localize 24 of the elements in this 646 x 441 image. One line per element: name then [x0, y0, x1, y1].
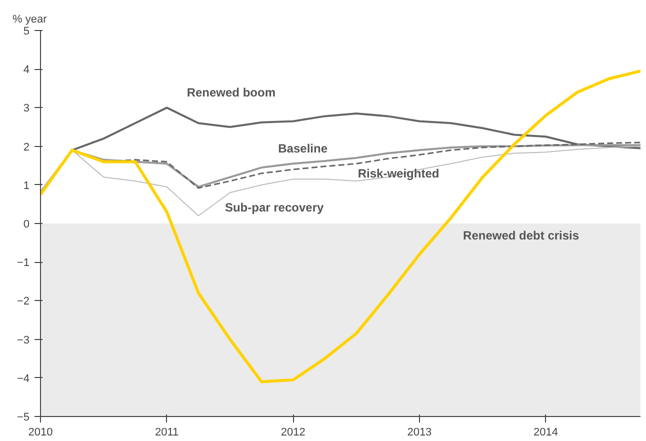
line-series [40, 70, 640, 384]
series-label: Risk-weighted [358, 166, 440, 181]
y-tick-label: 5 [23, 26, 30, 38]
x-tick-label: 2014 [534, 426, 558, 438]
y-tick-label: −3 [16, 334, 30, 346]
y-tick-label: −2 [16, 296, 30, 308]
x-tick-label: 2013 [407, 426, 432, 438]
series-label: Renewed boom [186, 86, 276, 100]
y-tick-label: −1 [16, 257, 30, 270]
y-tick-label: 4 [23, 64, 30, 76]
y-tick-label: −5 [16, 412, 30, 424]
y-tick-label: 2 [23, 141, 30, 154]
series-label: Renewed debt crisis [463, 228, 580, 243]
x-tick-label: 2012 [280, 426, 306, 438]
y-tick-label: 1 [23, 180, 30, 192]
series-label: Sub-par recovery [224, 200, 324, 215]
y-tick-label: 3 [23, 102, 30, 115]
y-axis-title: % year [12, 14, 48, 26]
x-tick-label: 2010 [28, 426, 53, 438]
line-series [40, 146, 640, 216]
series-label: Baseline [278, 142, 328, 156]
x-tick-label: 2011 [154, 426, 179, 438]
y-tick-label: −4 [16, 372, 30, 385]
y-tick-label: 0 [23, 218, 30, 230]
